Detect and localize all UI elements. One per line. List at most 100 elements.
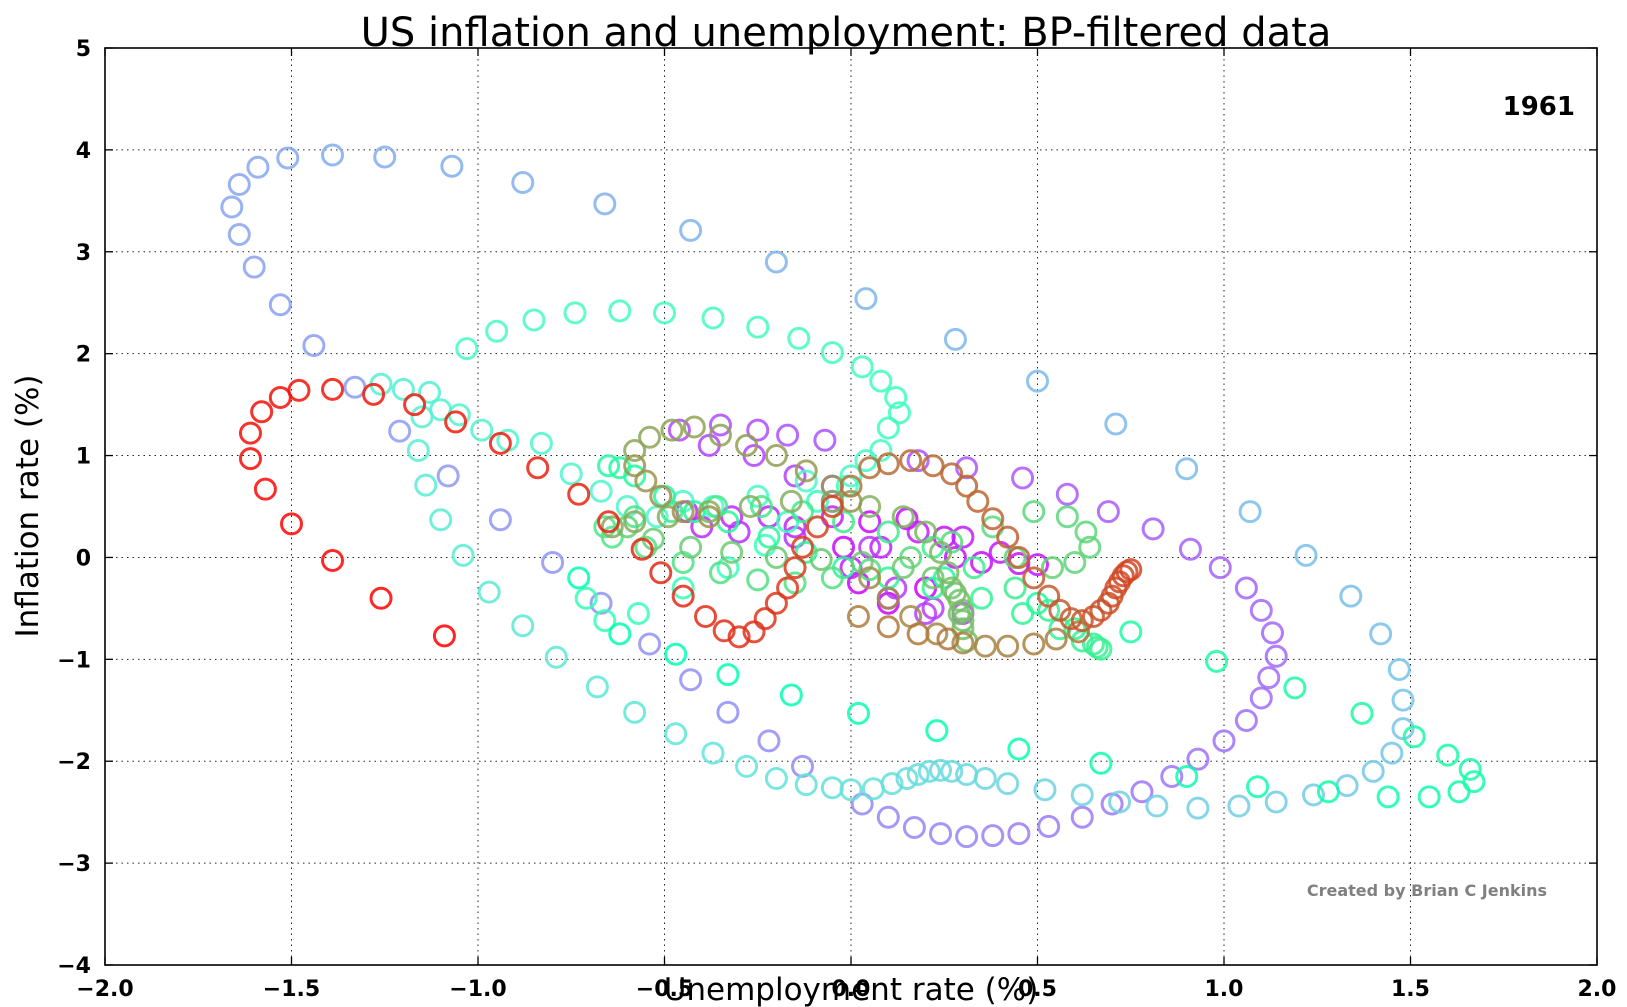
data-point [712,619,736,643]
data-point [321,549,345,573]
data-point [321,377,345,401]
data-point [541,551,565,575]
data-point [794,469,818,493]
data-point [1205,649,1229,673]
data-point [832,535,856,559]
data-point [634,469,658,493]
data-point [1022,500,1046,524]
data-point [451,543,475,567]
data-point [1037,814,1061,838]
data-point [1070,783,1094,807]
data-point [887,401,911,425]
data-point [1033,778,1057,802]
data-point [936,627,960,651]
data-point [343,375,367,399]
data-point [1063,551,1087,575]
data-point [876,615,900,639]
data-point [876,520,900,544]
data-point [664,722,688,746]
data-point [511,170,535,194]
data-point [746,418,770,442]
data-point [653,301,676,325]
data-point [418,380,442,404]
data-point [567,482,591,506]
data-point [794,459,818,483]
data-point [1119,558,1143,582]
x-tick-label: −0.5 [636,977,693,1002]
data-point [660,500,684,524]
data-point [917,759,941,783]
data-point [526,456,550,480]
data-point [914,601,938,625]
data-point [238,447,262,471]
data-point [227,222,251,246]
data-point [623,438,647,462]
data-point [1111,564,1135,588]
data-point [820,776,844,800]
data-point [973,767,997,791]
data-point [1160,765,1184,789]
data-point [1026,369,1049,393]
x-tick-label: 0.5 [1018,977,1057,1002]
data-point [488,508,512,532]
data-point [470,418,494,442]
data-point [820,474,844,498]
data-point [679,668,703,692]
data-point [1175,765,1199,789]
data-point [858,510,882,534]
data-point [854,287,878,311]
data-point [589,591,613,615]
data-point [563,301,587,325]
data-point [1246,775,1270,799]
data-point [951,631,975,655]
x-tick-label: 0.0 [832,977,871,1002]
data-point [1104,412,1128,436]
data-point [876,805,900,829]
data-point [276,146,300,170]
data-point [1208,556,1232,580]
data-point [1003,576,1027,600]
data-point [787,326,811,350]
data-point [1391,688,1415,712]
data-point [600,515,624,539]
data-point [1070,805,1094,829]
data-point [597,454,621,478]
data-point [776,423,800,447]
data-point [955,825,979,849]
data-point [302,334,326,358]
data-point [1316,780,1340,804]
data-point [861,777,885,801]
data-point [440,154,464,178]
data-point [697,505,721,529]
data-point [1283,676,1307,700]
data-point [929,822,953,846]
data-point [850,792,874,816]
data-point [432,624,456,648]
data-point [522,308,546,332]
data-point [727,625,751,649]
data-point [746,315,770,339]
data-point [1264,644,1288,668]
data-point [1436,743,1460,767]
x-tick-label: 1.0 [1205,977,1244,1002]
data-point [660,418,684,442]
data-point [1037,584,1061,608]
data-point [682,500,706,524]
data-point [682,415,706,439]
data-point [1369,622,1393,646]
data-point [1037,598,1061,622]
data-point [403,393,427,417]
data-point [597,510,621,534]
data-point [720,540,744,564]
data-point [791,754,815,778]
data-point [1141,517,1165,541]
data-point [783,556,807,580]
data-point [764,545,788,569]
data-point [593,609,617,633]
data-point [1089,598,1113,622]
data-point [1234,708,1258,732]
data-point [664,642,688,666]
data-point [529,431,553,455]
data-point [757,525,781,549]
